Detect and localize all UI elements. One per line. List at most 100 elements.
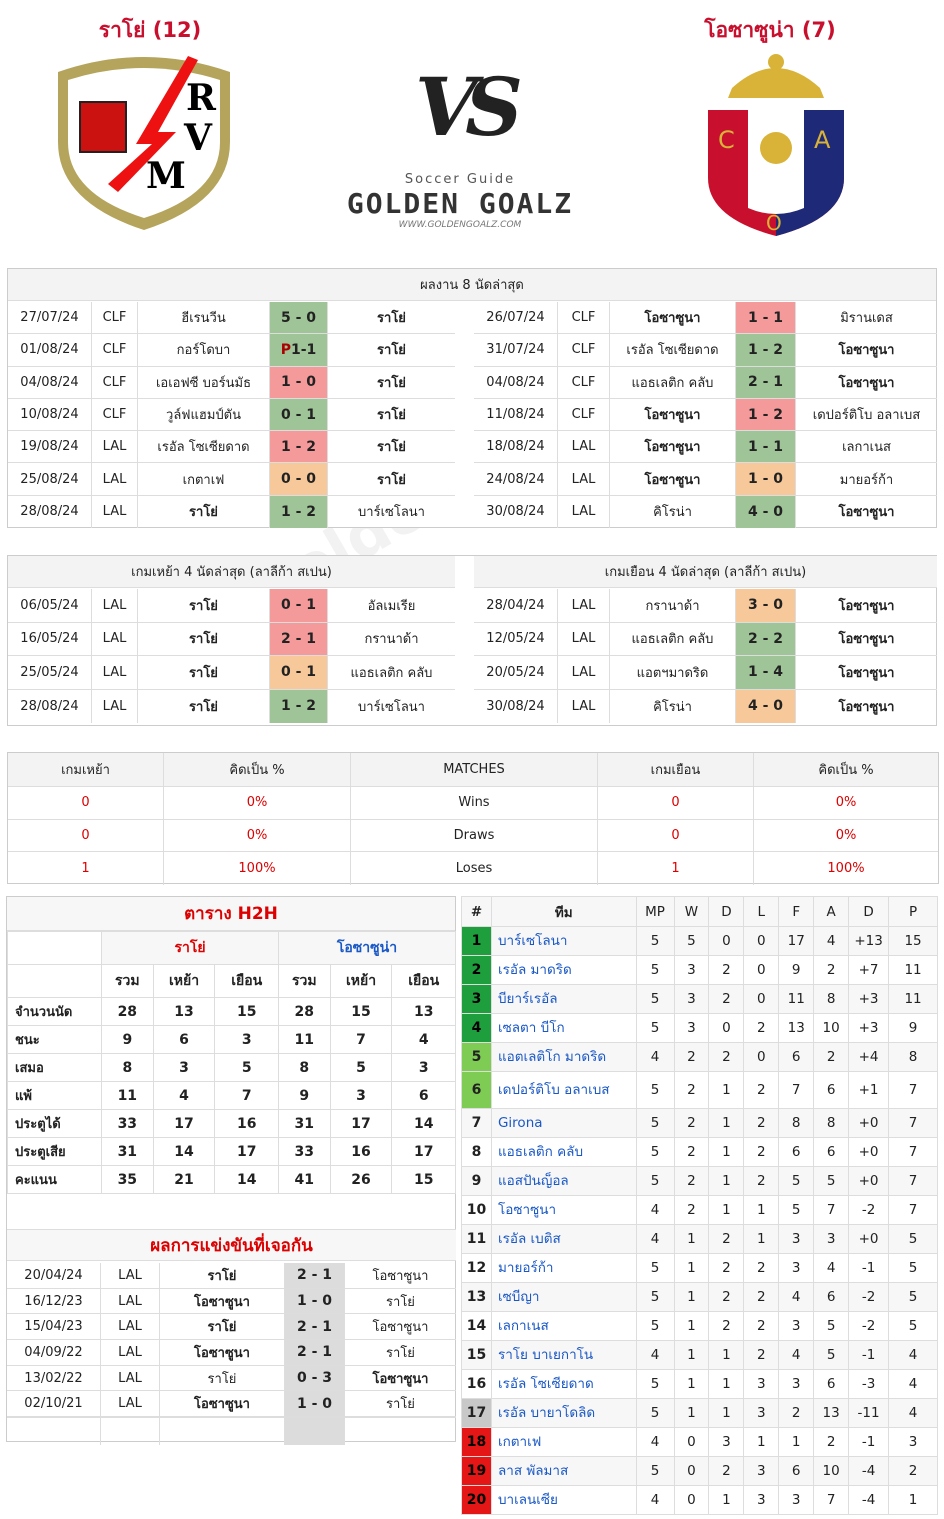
standings-team-link[interactable]: โอซาซูนา	[490, 1195, 637, 1225]
result-home-team[interactable]: ฮีเรนวีน	[138, 302, 270, 334]
standings-team-link[interactable]: บาร์เซโลนา	[490, 926, 637, 956]
result-home-team[interactable]: ราโย่	[138, 589, 270, 622]
standings-row: 9 แอสปันญ็อล 5 2 1 2 5 5 +0 7	[461, 1166, 938, 1196]
meeting-away-team[interactable]: โอซาซูนา	[372, 1268, 429, 1284]
meeting-away-team[interactable]: ราโย่	[386, 1397, 415, 1413]
result-away-team[interactable]: ราโย่	[377, 472, 406, 488]
meeting-away-team[interactable]: ราโย่	[386, 1294, 415, 1310]
standings-team-link[interactable]: เกตาเฟ	[490, 1427, 637, 1457]
meeting-date: 13/02/22	[7, 1365, 101, 1391]
result-home-team[interactable]: เอเอฟซี บอร์นมัธ	[138, 366, 270, 398]
meeting-away-team[interactable]: โอซาซูนา	[372, 1320, 429, 1336]
result-score-value: 0 - 0	[280, 471, 317, 488]
result-away-team[interactable]: บาร์เซโลนา	[358, 699, 425, 715]
meeting-home-team[interactable]: โอซาซูนา	[160, 1391, 285, 1417]
meeting-away-team[interactable]: ราโย่	[386, 1345, 415, 1361]
result-row: 25/05/24 LAL ราโย่ 0 - 1 แอธเลติก คลับ	[8, 656, 455, 690]
standings-team-link[interactable]: เรอัล โซเซียดาด	[490, 1369, 637, 1399]
result-away-team[interactable]: เลกาเนส	[842, 440, 891, 456]
result-away-team[interactable]: แอธเลติก คลับ	[350, 665, 433, 681]
result-away-team[interactable]: โอซาซูนา	[838, 699, 895, 715]
result-home-team[interactable]: เรอัล โซเซียดาด	[610, 334, 736, 366]
result-row: 27/07/24 CLF ฮีเรนวีน 5 - 0 ราโย่	[8, 302, 455, 335]
standings-a: 5	[813, 1166, 850, 1196]
standings-team-link[interactable]: แอสปันญ็อล	[490, 1166, 637, 1196]
meeting-home-team[interactable]: ราโย่	[160, 1365, 285, 1391]
result-away-team[interactable]: โอซาซูนา	[838, 598, 895, 614]
result-away-team[interactable]: เดปอร์ติโบ อลาเบส	[812, 408, 921, 424]
meeting-home-team[interactable]: ราโย่	[160, 1314, 285, 1340]
result-away-team[interactable]: อัลเมเรีย	[367, 598, 416, 614]
result-away-team[interactable]: ราโย่	[377, 440, 406, 456]
standings-d: 2	[708, 1042, 745, 1072]
result-away-team[interactable]: โอซาซูนา	[838, 665, 895, 681]
result-away-team[interactable]: โอซาซูนา	[838, 632, 895, 648]
result-away-team[interactable]: มายอร์ก้า	[839, 472, 894, 488]
standings-team-link[interactable]: เซบีญา	[490, 1282, 637, 1312]
matches-home-pct: 100%	[164, 852, 351, 885]
meeting-home-team[interactable]: โอซาซูนา	[160, 1340, 285, 1365]
meeting-home-team[interactable]: ราโย่	[160, 1263, 285, 1288]
h2h-row: จำนวนนัด 28 13 15 28 15 13	[7, 997, 456, 1026]
standings-team-link[interactable]: เรอัล เบติส	[490, 1224, 637, 1254]
standings-team-link[interactable]: เซลตา บีโก	[490, 1013, 637, 1043]
result-home-team[interactable]: คิโรน่า	[610, 689, 736, 723]
result-home-team[interactable]: ราโย่	[138, 622, 270, 655]
crest-letter-c: C	[718, 126, 735, 154]
result-away-team[interactable]: โอซาซูนา	[838, 505, 895, 521]
standings-row: 6 เดปอร์ติโบ อลาเบส 5 2 1 2 7 6 +1 7	[461, 1071, 938, 1109]
result-away-team[interactable]: ราโย่	[377, 311, 406, 327]
result-home-team[interactable]: กรานาด้า	[610, 589, 736, 622]
result-home-team[interactable]: แอตฯมาดริด	[610, 656, 736, 689]
result-home-team[interactable]: โอซาซูนา	[610, 431, 736, 463]
result-away-team[interactable]: บาร์เซโลนา	[358, 505, 425, 521]
standings-team-link[interactable]: เลกาเนส	[490, 1311, 637, 1341]
result-home-team[interactable]: ราโย่	[138, 656, 270, 689]
standings-team-link[interactable]: เดปอร์ติโบ อลาเบส	[490, 1071, 637, 1109]
result-home-team[interactable]: วูล์ฟแฮมป์ตัน	[138, 398, 270, 431]
result-home-team[interactable]: แอธเลติก คลับ	[610, 622, 736, 655]
standings-a: 2	[813, 1427, 850, 1457]
crest-letter-o: O	[766, 211, 782, 235]
h2h-value: 31	[101, 1137, 154, 1166]
result-home-team[interactable]: ราโย่	[138, 689, 270, 723]
standings-team-link[interactable]: มายอร์ก้า	[490, 1253, 637, 1283]
result-home-team[interactable]: โอซาซูนา	[610, 302, 736, 334]
standings-team-link[interactable]: แอธเลติก คลับ	[490, 1137, 637, 1167]
result-away-team[interactable]: กรานาด้า	[364, 632, 419, 648]
result-score-value: 1 - 1	[747, 438, 784, 455]
result-away-team[interactable]: โอซาซูนา	[838, 343, 895, 359]
standings-team-link[interactable]: ราโย บาเยกาโน	[490, 1340, 637, 1370]
h2h-value: 28	[101, 997, 154, 1026]
result-away-team[interactable]: โอซาซูนา	[838, 375, 895, 391]
standings-team-link[interactable]: เรอัล มาดริด	[490, 955, 637, 985]
result-home-team[interactable]: กอร์โดบา	[138, 334, 270, 366]
result-score: 1 - 2	[736, 398, 796, 431]
standings-gd: +13	[848, 926, 890, 956]
result-home-team[interactable]: โอซาซูนา	[610, 463, 736, 495]
standings-team-link[interactable]: Girona	[490, 1108, 637, 1138]
standings-l: 0	[743, 1042, 780, 1072]
standings-team-link[interactable]: บียาร์เรอัล	[490, 984, 637, 1014]
result-away-team[interactable]: ราโย่	[377, 375, 406, 391]
meeting-away-team[interactable]: โอซาซูนา	[372, 1371, 429, 1387]
result-home-team[interactable]: เกตาเฟ	[138, 463, 270, 495]
standings-row: 3 บียาร์เรอัล 5 3 2 0 11 8 +3 11	[461, 984, 938, 1014]
result-home-team[interactable]: แอธเลติก คลับ	[610, 366, 736, 398]
standings-team-link[interactable]: บาเลนเซีย	[490, 1485, 637, 1515]
standings-team-link[interactable]: ลาส พัลมาส	[490, 1456, 637, 1486]
result-home-team[interactable]: คิโรน่า	[610, 495, 736, 529]
standings-mp: 5	[635, 1456, 675, 1486]
result-home-team[interactable]: โอซาซูนา	[610, 398, 736, 431]
result-away-team[interactable]: ราโย่	[377, 408, 406, 424]
meeting-home-team[interactable]: โอซาซูนา	[160, 1288, 285, 1314]
standings-team-link[interactable]: แอตเลติโก มาดริด	[490, 1042, 637, 1072]
result-away-team[interactable]: มิรานเดส	[840, 311, 893, 327]
standings-d: 1	[708, 1108, 745, 1138]
standings-p: 8	[888, 1042, 938, 1072]
standings-team-link[interactable]: เรอัล บายาโดลิด	[490, 1398, 637, 1428]
result-away-team[interactable]: ราโย่	[377, 343, 406, 359]
result-home-team[interactable]: เรอัล โซเซียดาด	[138, 431, 270, 463]
result-home-team[interactable]: ราโย่	[138, 495, 270, 529]
standings-position: 3	[461, 984, 492, 1014]
